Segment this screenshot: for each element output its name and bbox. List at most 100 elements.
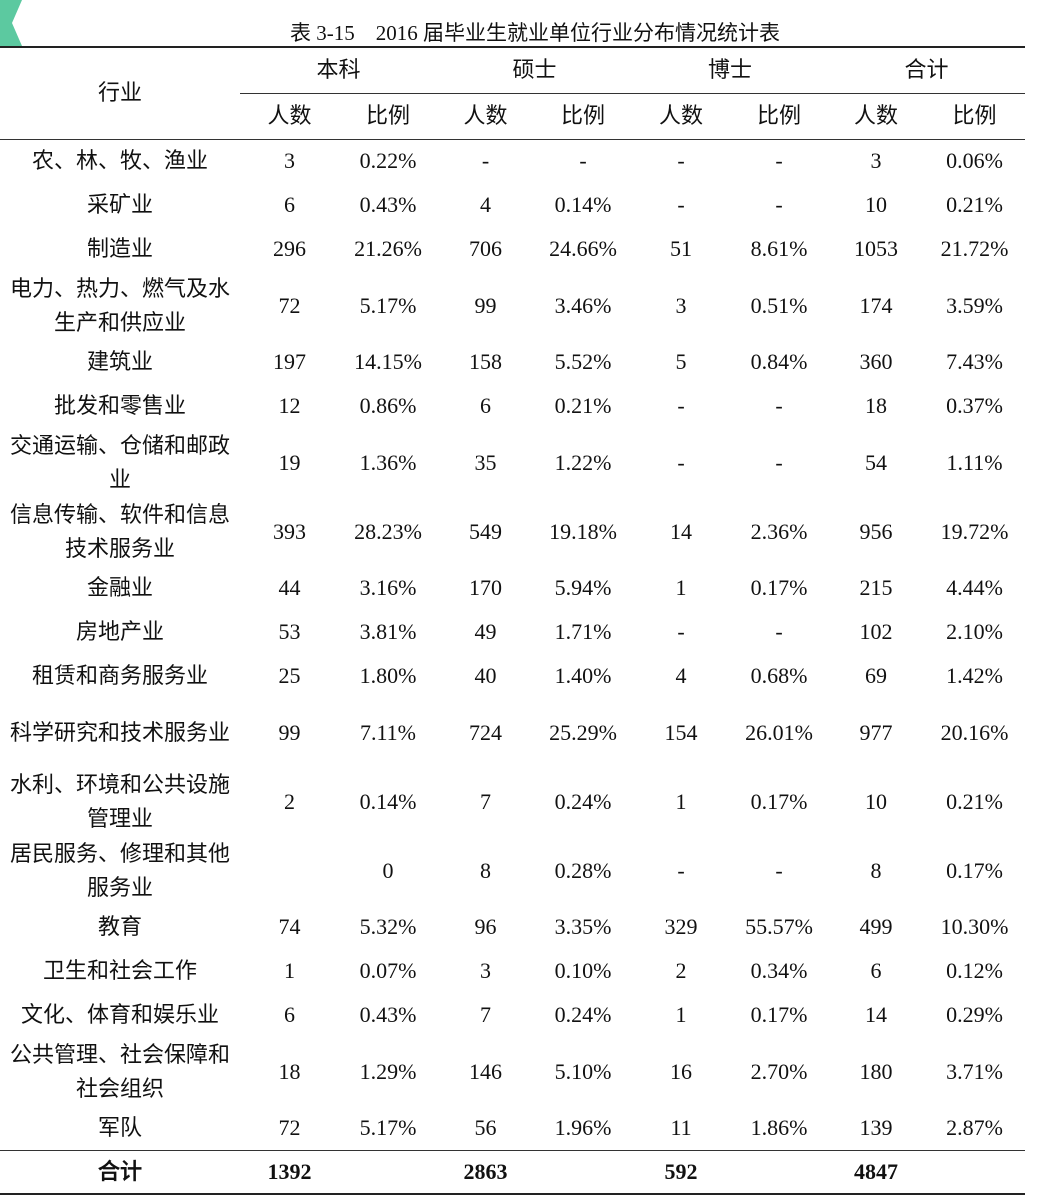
cell: - — [775, 192, 783, 217]
cell: 0.14% — [359, 788, 417, 814]
cell: 7.11% — [360, 719, 417, 745]
cell: - — [677, 192, 685, 217]
cell: 5.52% — [554, 349, 612, 374]
cell: 3 — [870, 148, 882, 174]
table: 行业 本科 硕士 博士 合计 人数 比例 人数 比例 人数 比例 人数 比例 农、林、牧、渔业 3 0.22%… — [0, 46, 1026, 1195]
cell: 0.17% — [946, 857, 1003, 883]
cell: 2 — [284, 788, 295, 814]
cell: 7 — [480, 788, 492, 814]
table-row: 卫生和社会工作 1 0.07% 3 0.10% 2 0.34% 6 0.12% — [0, 949, 1025, 993]
row-label: 居民服务、修理和其他服务业 — [9, 840, 230, 900]
cell: 1.29% — [359, 1058, 417, 1084]
cell: 6 — [284, 1002, 295, 1027]
table-row: 农、林、牧、渔业 3 0.22% - - - - 3 0.06% — [0, 139, 1025, 183]
total-cell — [339, 1149, 438, 1195]
row-label: 金融业 — [86, 575, 153, 600]
cell: 2 — [675, 958, 687, 983]
row-label: 信息传输、软件和信息技术服务业 — [9, 501, 230, 561]
cell: 19 — [278, 449, 301, 475]
table-row: 水利、环境和公共设施管理业 2 0.14% 7 0.24% 1 0.17% 10 0.21% — [0, 767, 1025, 836]
row-label: 制造业 — [86, 236, 153, 261]
cell: 0.22% — [359, 148, 417, 174]
cell: 2.87% — [946, 1114, 1003, 1140]
table-row: 公共管理、社会保障和社会组织 18 1.29% 146 5.10% 16 2.70% 180 3… — [0, 1037, 1025, 1106]
cell: 2.70% — [750, 1058, 808, 1084]
row-label: 房地产业 — [75, 619, 164, 644]
group-header: 本科 — [240, 46, 438, 94]
cell: 180 — [859, 1058, 893, 1084]
cell: 40 — [474, 663, 497, 688]
cell: 0.10% — [554, 958, 612, 983]
cell: - — [579, 148, 587, 174]
group-header: 博士 — [632, 46, 829, 94]
cell: 99 — [278, 719, 301, 745]
cell: - — [677, 449, 685, 475]
row-label: 水利、环境和公共设施管理业 — [9, 771, 230, 831]
cell: 1.80% — [359, 663, 417, 688]
cell: 393 — [273, 518, 306, 544]
cell: 12 — [278, 393, 301, 418]
cell: 5.32% — [359, 914, 417, 939]
header-cell: 行业 — [0, 46, 240, 140]
cell: 0.24% — [554, 1002, 612, 1027]
table-row: 信息传输、软件和信息技术服务业 393 28.23% 549 19.18% 14 2.36%… — [0, 497, 1025, 566]
row-label: 教育 — [97, 914, 142, 939]
cell: 6 — [870, 958, 882, 983]
total-cell — [730, 1149, 829, 1195]
cell: 1.86% — [750, 1114, 808, 1140]
cell: 6 — [480, 393, 492, 418]
cell: 0 — [382, 857, 394, 883]
cell: 4 — [675, 663, 687, 688]
cell: - — [775, 857, 783, 883]
cell: 28.23% — [354, 518, 422, 544]
cell: 26.01% — [745, 719, 813, 745]
cell: 14 — [865, 1002, 888, 1027]
sub-header: 比例 — [339, 93, 438, 140]
cell: 1 — [675, 575, 687, 600]
cell: 329 — [664, 914, 698, 939]
cell: 8 — [870, 857, 882, 883]
cell: 5.17% — [359, 1114, 417, 1140]
cell: 72 — [278, 292, 301, 318]
cell: 10 — [865, 788, 888, 814]
row-label: 军队 — [97, 1114, 142, 1140]
cell: 96 — [474, 914, 497, 939]
cell: 19.18% — [549, 518, 617, 544]
total-cell: 1392 — [240, 1149, 339, 1195]
row-label: 科学研究和技术服务业 — [9, 719, 230, 745]
table-row: 批发和零售业 12 0.86% 6 0.21% - - 18 0.37% — [0, 384, 1025, 428]
row-label: 电力、热力、燃气及水生产和供应业 — [9, 275, 230, 335]
total-cell — [924, 1149, 1026, 1195]
cell: 0.21% — [946, 788, 1003, 814]
cell: 215 — [859, 575, 893, 600]
total-cell — [534, 1149, 633, 1195]
row-label: 交通运输、仓储和邮政业 — [9, 432, 230, 492]
cell: 55.57% — [745, 914, 813, 939]
sub-header: 人数 — [437, 93, 535, 140]
cell: 21.26% — [354, 236, 422, 261]
cell: 5.17% — [359, 292, 417, 318]
cell: 197 — [273, 349, 306, 374]
cell: 0.84% — [750, 349, 808, 374]
cell: 706 — [469, 236, 503, 261]
cell: 1.42% — [946, 663, 1003, 688]
cell: 0.06% — [946, 148, 1003, 174]
sub-header: 比例 — [924, 93, 1026, 140]
cell: - — [677, 857, 685, 883]
cell: 3.59% — [946, 292, 1003, 318]
cell: 1.71% — [554, 619, 612, 644]
cell: 5.10% — [554, 1058, 612, 1084]
cell: - — [775, 148, 783, 174]
cell: 3.81% — [359, 619, 417, 644]
row-label: 文化、体育和娱乐业 — [20, 1002, 219, 1027]
cell: 3 — [675, 292, 687, 318]
cell: 72 — [278, 1114, 301, 1140]
cell: 0.86% — [359, 393, 417, 418]
row-label: 采矿业 — [86, 192, 153, 217]
table-row: 房地产业 53 3.81% 49 1.71% - - 102 2.10% — [0, 610, 1025, 654]
cell: 1.11% — [946, 449, 1003, 475]
table-row: 居民服务、修理和其他服务业 0 8 0.28% - - 8 0.17% — [0, 836, 1025, 905]
cell: 0.12% — [946, 958, 1003, 983]
cell: 24.66% — [549, 236, 617, 261]
